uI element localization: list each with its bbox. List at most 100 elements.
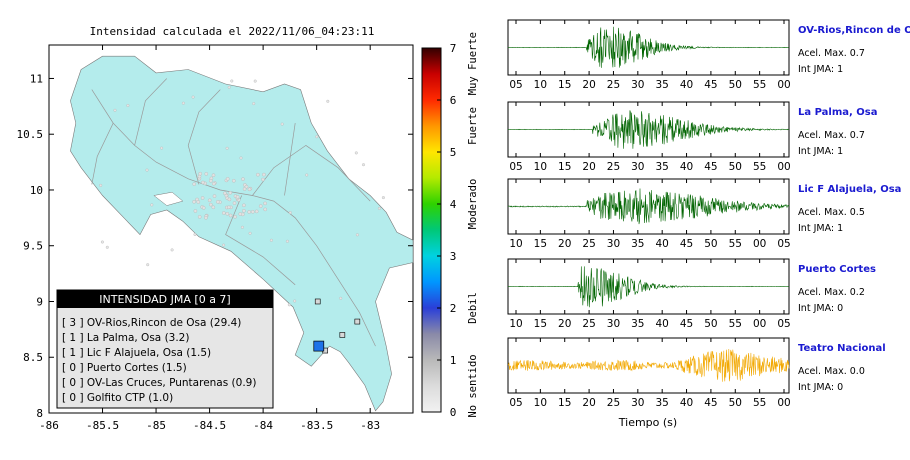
trace-tick-label: 05 [509,397,522,409]
legend-title: INTENSIDAD JMA [0 a 7] [99,293,230,306]
x-tick-label: -85 [146,419,166,432]
station-dot [326,99,330,103]
legend-entry: [ 1 ] La Palma, Osa (3.2) [62,332,189,344]
map-title: Intensidad calculada el 2022/11/06_04:23… [90,25,375,38]
station-dot [193,209,198,213]
station-dot [192,182,196,186]
station-marker [314,298,321,305]
station-dot [355,233,359,237]
int-jma: Int JMA: 0 [798,382,843,393]
colorbar-tick-label: 0 [450,406,457,419]
trace-panel: 10 15 20 25 30 35 40 45 50 55 00 05 Puerto Cortes Ace… [507,258,876,330]
map-axes: -86 -85.5 -85 -84.5 -84 -83.5 -83 8 8.5 9 9.5 10 10.… [17,45,413,432]
station-dot [207,198,212,203]
station-dot [221,211,226,215]
y-tick-label: 8 [36,407,43,420]
station-dot [248,231,252,235]
road-line [134,78,168,146]
road-line [284,123,296,196]
station-dot [227,197,232,202]
trace-tick-label: 35 [655,397,668,409]
station-dot [253,79,257,83]
station-dot [222,243,226,247]
station-dot [113,108,117,112]
station-dot [211,181,216,186]
trace-tick-label: 45 [680,318,693,330]
station-dot [258,204,263,208]
trace-tick-label: 05 [509,79,522,91]
station-dot [238,212,243,216]
station-dot [262,172,266,177]
legend-entry: [ 0 ] Golfito CTP (1.0) [62,392,173,404]
station-dot [235,195,240,199]
station-dot [287,303,291,307]
station-dot [208,202,213,207]
int-jma: Int JMA: 1 [798,146,843,157]
legend-entry: [ 1 ] Lic F Alajuela, Osa (1.5) [62,347,211,359]
station-dot [228,190,233,195]
station-dot [100,240,104,244]
station-dot [252,102,256,106]
trace-tick-label: 00 [777,397,790,409]
station-dot [244,184,249,189]
trace-tick-label: 50 [704,238,717,250]
colorbar-label: Muy Fuerte [467,32,479,95]
trace-tick-label: 45 [704,79,717,91]
station-dot [226,205,231,210]
acel-max: Acel. Max. 0.2 [798,287,865,298]
trace-frame [507,178,790,235]
y-tick-label: 8.5 [23,351,43,364]
trace-tick-label: 25 [582,238,595,250]
station-dot [160,146,164,150]
gulf-water [153,191,184,206]
acel-max: Acel. Max. 0.7 [798,48,865,59]
station-dot [256,172,260,177]
station-dot [181,101,185,105]
station-dot [126,103,130,107]
station-dot [201,206,206,210]
station-dot [150,203,154,207]
station-dot [196,200,201,204]
trace-tick-label: 15 [534,318,547,330]
map-panel: -86 -85.5 -85 -84.5 -84 -83.5 -83 8 8.5 9 9.5 10 10.… [17,44,414,432]
station-dot [225,211,230,216]
colorbar-label: No sentido [467,354,479,417]
trace-tick-label: 15 [558,397,571,409]
colorbar: 0 1 2 3 4 5 6 7 No sentido Debil Moderado Fuerte Muy… [421,32,479,419]
trace-tick-label: 40 [655,238,668,250]
colorbar-label: Moderado [467,179,479,230]
trace-tick-label: 00 [753,238,766,250]
station-dot [193,232,197,236]
waveform [507,348,790,382]
trace-tick-label: 30 [631,161,644,173]
trace-tick-label: 05 [509,161,522,173]
station-dot [247,210,251,214]
station-dot [242,203,246,208]
y-tick-label: 11 [30,72,43,85]
land-shape [70,55,414,412]
station-dot [254,209,259,214]
trace-tick-label: 15 [558,79,571,91]
trace-tick-label: 35 [631,238,644,250]
int-jma: Int JMA: 1 [798,223,843,234]
trace-tick-label: 10 [534,79,547,91]
trace-tick-label: 20 [582,161,595,173]
map-land [70,55,414,412]
traces-panel: 05 10 15 20 25 30 35 40 45 50 55 00 OV-Rios,Rincon d… [507,19,910,409]
station-dot [225,177,230,181]
trace-tick-label: 05 [777,318,790,330]
trace-tick-label: 10 [509,318,522,330]
waveform [507,110,790,149]
station-dot [225,146,229,150]
station-dot [192,199,196,204]
station-dot [170,248,174,252]
station-dot [233,214,237,219]
station-dot [105,245,109,249]
trace-panel: 10 15 20 25 30 35 40 45 50 55 00 05 Lic F Alajuela, … [507,178,901,250]
trace-panel: 05 10 15 20 25 30 35 40 45 50 55 00 Teatro Nacional A… [507,337,886,409]
station-dot [242,208,246,213]
trace-tick-label: 10 [534,161,547,173]
x-tick-label: -83.5 [300,419,333,432]
station-dot [377,206,381,210]
